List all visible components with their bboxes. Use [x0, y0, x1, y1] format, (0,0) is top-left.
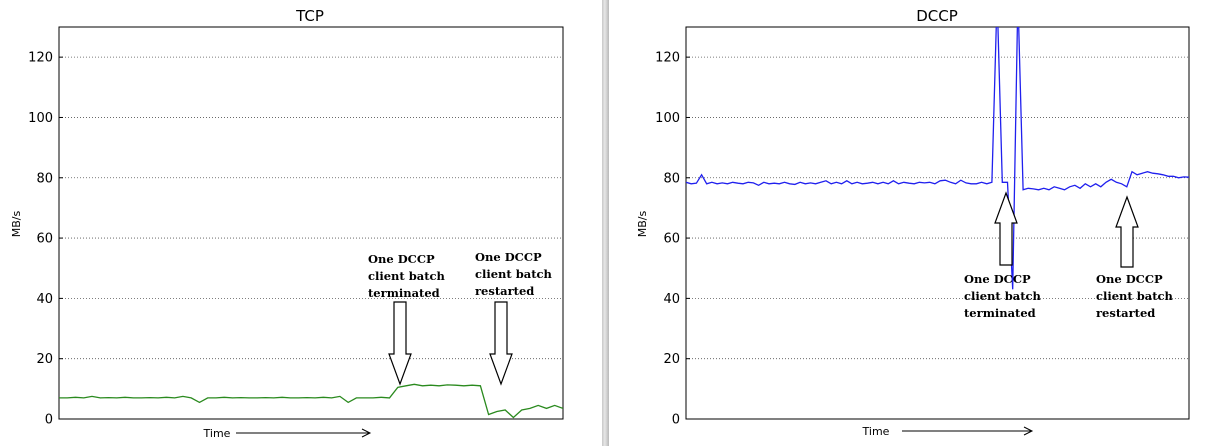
annotation-arrow — [1115, 195, 1139, 268]
annotation-text: One DCCP — [964, 272, 1031, 286]
y-tick-label: 120 — [655, 51, 680, 66]
tcp-chart-panel: TCP Time MB/s 0 20 40 60 80 100 120 One DCCP cli… — [0, 0, 602, 446]
series-line — [59, 383, 563, 419]
annotation-text: client batch — [475, 267, 553, 281]
x-axis-label: Time — [862, 425, 890, 438]
time-arrow-head — [361, 428, 372, 438]
y-axis-label: MB/s — [636, 210, 649, 237]
chart-title: DCCP — [916, 7, 958, 25]
y-tick-label: 60 — [36, 232, 53, 247]
dccp-chart-panel: DCCP Time MB/s 0 20 40 60 80 100 120 One DCCP cl… — [609, 0, 1219, 446]
annotation-text: One DCCP — [368, 252, 435, 266]
annotation-text: restarted — [1096, 306, 1155, 320]
y-tick-label: 0 — [672, 413, 680, 428]
y-tick-label: 100 — [28, 111, 53, 126]
y-tick-label: 20 — [663, 352, 680, 367]
tcp-chart: TCP Time MB/s 0 20 40 60 80 100 120 One DCCP cli… — [10, 7, 564, 440]
y-tick-label: 120 — [28, 51, 53, 66]
y-tick-label: 40 — [36, 292, 53, 307]
x-axis-label: Time — [203, 427, 231, 440]
annotation-text: restarted — [475, 284, 534, 298]
annotation-text: client batch — [964, 289, 1042, 303]
y-tick-label: 60 — [663, 232, 680, 247]
y-tick-label: 80 — [36, 171, 53, 186]
annotation-text: terminated — [368, 286, 440, 300]
panel-divider[interactable] — [602, 0, 609, 446]
series-line — [686, 27, 1189, 290]
chart-title: TCP — [295, 7, 324, 25]
plot-frame — [685, 26, 1190, 420]
annotation-text: client batch — [1096, 289, 1174, 303]
dccp-chart: DCCP Time MB/s 0 20 40 60 80 100 120 One DCCP cl… — [636, 7, 1190, 438]
annotation-arrow — [994, 191, 1018, 266]
y-axis-label: MB/s — [10, 210, 23, 237]
y-tick-label: 100 — [655, 111, 680, 126]
annotation-text: client batch — [368, 269, 446, 283]
annotation-arrow — [388, 301, 412, 386]
time-arrow-head — [1023, 426, 1034, 436]
y-tick-label: 20 — [36, 352, 53, 367]
annotation-text: One DCCP — [1096, 272, 1163, 286]
y-tick-label: 40 — [663, 292, 680, 307]
plot-frame — [58, 26, 564, 420]
annotation-text: terminated — [964, 306, 1036, 320]
annotation-arrow — [489, 301, 513, 386]
y-tick-label: 80 — [663, 171, 680, 186]
annotation-text: One DCCP — [475, 250, 542, 264]
y-tick-label: 0 — [45, 413, 53, 428]
